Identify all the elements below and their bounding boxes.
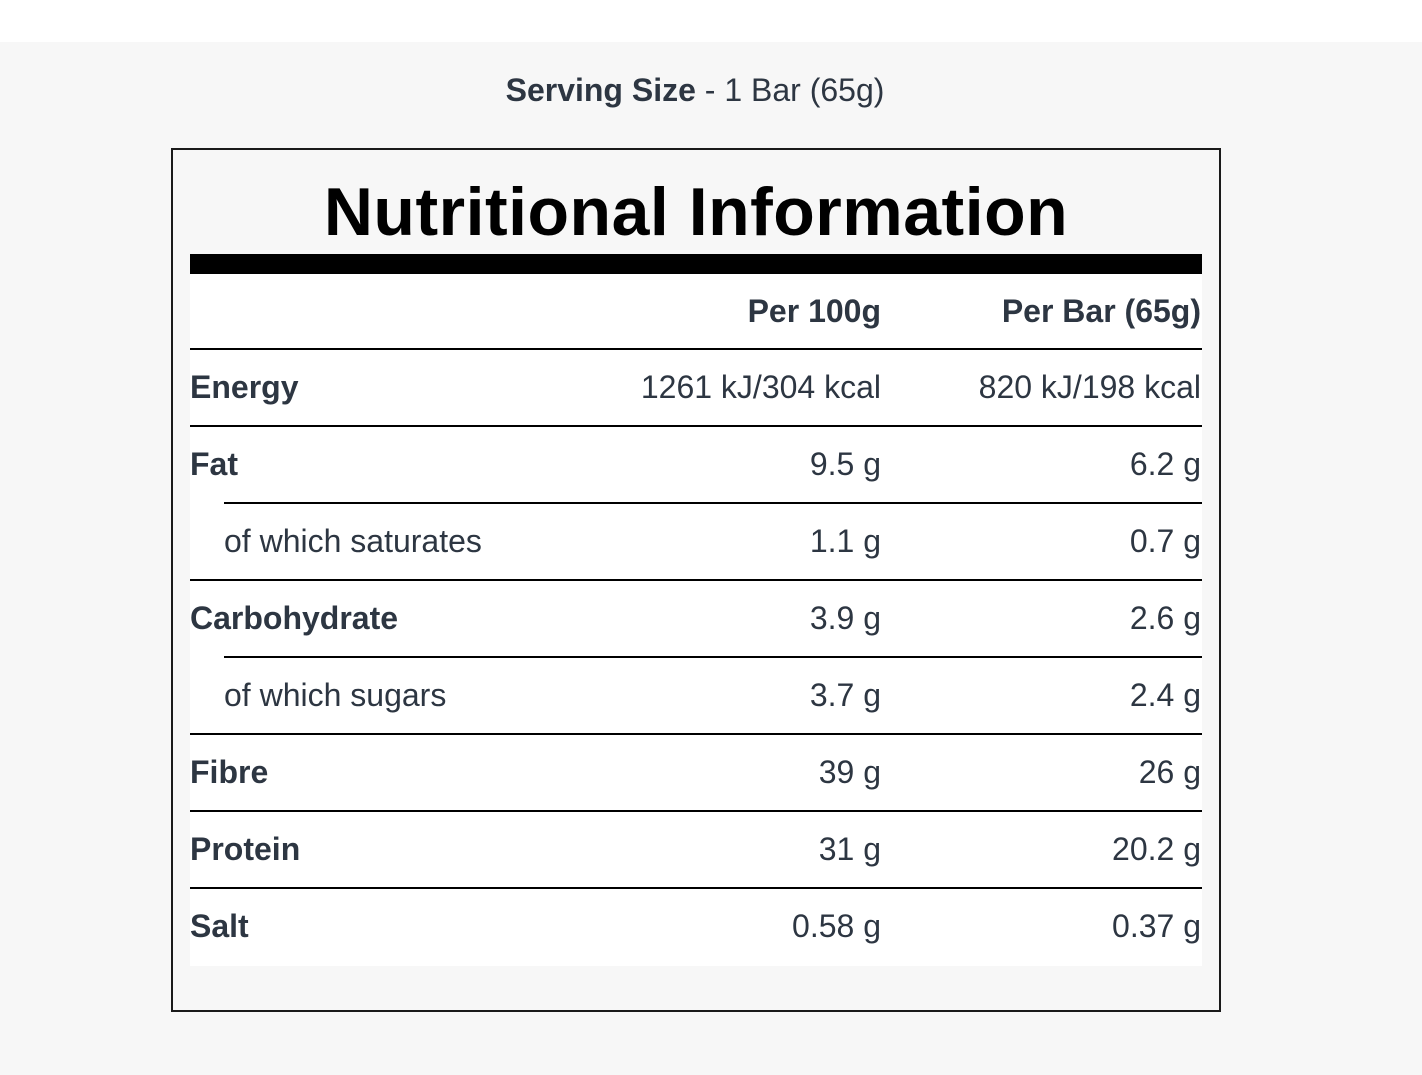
row-divider bbox=[224, 502, 1202, 504]
serving-size-value: 1 Bar (65g) bbox=[724, 72, 885, 108]
table-row-saturates: of which saturates 1.1 g 0.7 g bbox=[190, 504, 1202, 581]
nutrient-name: Fibre bbox=[190, 754, 269, 790]
value-per-100g: 3.7 g bbox=[809, 677, 881, 713]
nutrient-name: Protein bbox=[190, 831, 301, 867]
table-row-fibre: Fibre 39 g 26 g bbox=[190, 735, 1202, 812]
value-per-bar: 0.37 g bbox=[1112, 908, 1201, 944]
nutrient-name: Carbohydrate bbox=[190, 600, 399, 636]
nutrition-table: Per 100g Per Bar (65g) Energy 1261 kJ/30… bbox=[190, 274, 1202, 966]
title-rule bbox=[190, 254, 1202, 274]
table-row-salt: Salt 0.58 g 0.37 g bbox=[190, 889, 1202, 966]
row-divider bbox=[224, 656, 1202, 658]
value-per-bar: 2.6 g bbox=[1129, 600, 1201, 636]
row-divider bbox=[190, 579, 1202, 581]
value-per-bar: 0.7 g bbox=[1129, 523, 1201, 559]
nutrient-name: of which sugars bbox=[224, 677, 447, 713]
value-per-bar: 2.4 g bbox=[1129, 677, 1201, 713]
column-header-per-100g: Per 100g bbox=[747, 292, 881, 329]
table-row-fat: Fat 9.5 g 6.2 g bbox=[190, 427, 1202, 504]
value-per-bar: 6.2 g bbox=[1129, 446, 1201, 482]
table-row-carbohydrate: Carbohydrate 3.9 g 2.6 g bbox=[190, 581, 1202, 658]
row-divider bbox=[190, 733, 1202, 735]
value-per-100g: 1.1 g bbox=[809, 523, 881, 559]
row-divider bbox=[190, 810, 1202, 812]
value-per-100g: 0.58 g bbox=[792, 908, 881, 944]
value-per-bar: 820 kJ/198 kcal bbox=[978, 369, 1201, 405]
value-per-100g: 9.5 g bbox=[809, 446, 881, 482]
table-row-energy: Energy 1261 kJ/304 kcal 820 kJ/198 kcal bbox=[190, 350, 1202, 427]
serving-size-separator: - bbox=[695, 72, 725, 108]
column-header-nutrient bbox=[190, 274, 564, 348]
nutrient-name: of which saturates bbox=[224, 523, 482, 559]
row-divider bbox=[190, 348, 1202, 350]
serving-size-label: Serving Size bbox=[505, 72, 696, 108]
value-per-100g: 39 g bbox=[818, 754, 881, 790]
column-header-per-bar: Per Bar (65g) bbox=[1001, 292, 1201, 329]
table-row-sugars: of which sugars 3.7 g 2.4 g bbox=[190, 658, 1202, 735]
nutrient-name: Energy bbox=[190, 369, 299, 405]
nutrition-panel: Nutritional Information Per 100g Per Bar… bbox=[171, 148, 1221, 1012]
serving-size-line: Serving Size - 1 Bar (65g) bbox=[0, 70, 1390, 110]
row-divider bbox=[190, 425, 1202, 427]
panel-title: Nutritional Information bbox=[323, 174, 1069, 250]
table-row-protein: Protein 31 g 20.2 g bbox=[190, 812, 1202, 889]
nutrient-name: Salt bbox=[190, 908, 249, 944]
value-per-100g: 3.9 g bbox=[809, 600, 881, 636]
nutrient-name: Fat bbox=[190, 446, 238, 482]
value-per-bar: 20.2 g bbox=[1112, 831, 1201, 867]
table-header-row: Per 100g Per Bar (65g) bbox=[190, 274, 1202, 350]
value-per-100g: 1261 kJ/304 kcal bbox=[640, 369, 881, 405]
value-per-bar: 26 g bbox=[1138, 754, 1201, 790]
value-per-100g: 31 g bbox=[818, 831, 881, 867]
row-divider bbox=[190, 887, 1202, 889]
